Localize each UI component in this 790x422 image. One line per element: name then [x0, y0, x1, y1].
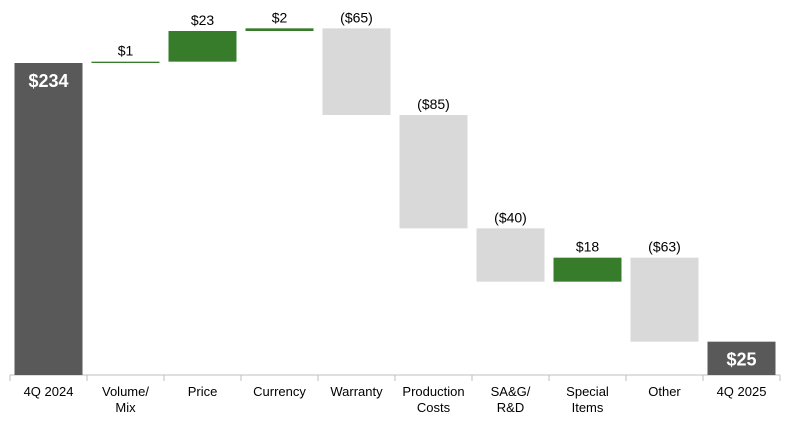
x-tick-label: 4Q 2024: [23, 384, 74, 399]
bar: [14, 63, 83, 375]
x-tick-label: Currency: [253, 384, 306, 399]
value-label: ($65): [340, 9, 373, 25]
x-tick-label: Warranty: [330, 384, 383, 399]
x-tick-label: Other: [648, 384, 681, 399]
value-label: $234: [28, 71, 68, 91]
x-tick-label: Price: [187, 384, 218, 399]
bar: [91, 61, 160, 63]
bar: [399, 115, 468, 229]
bar: [630, 257, 699, 342]
bar: [553, 257, 622, 282]
bar: [707, 341, 776, 375]
x-tick-label: Special Items: [566, 384, 609, 415]
value-label: $18: [576, 239, 600, 255]
value-label: $25: [726, 350, 756, 370]
bar: [245, 28, 314, 31]
bar: [476, 228, 545, 282]
x-tick-label: Production Costs: [402, 384, 465, 415]
value-label: ($40): [494, 209, 527, 225]
value-label: $23: [191, 12, 215, 28]
value-label: ($85): [417, 96, 450, 112]
x-tick-label: Volume/ Mix: [102, 384, 149, 415]
bar: [168, 31, 237, 62]
value-label: $2: [272, 9, 288, 25]
value-label: $1: [118, 43, 134, 59]
bar: [322, 28, 391, 115]
x-tick-label: 4Q 2025: [716, 384, 767, 399]
x-tick-label: SA&G/ R&D: [490, 384, 531, 415]
value-label: ($63): [648, 239, 681, 255]
